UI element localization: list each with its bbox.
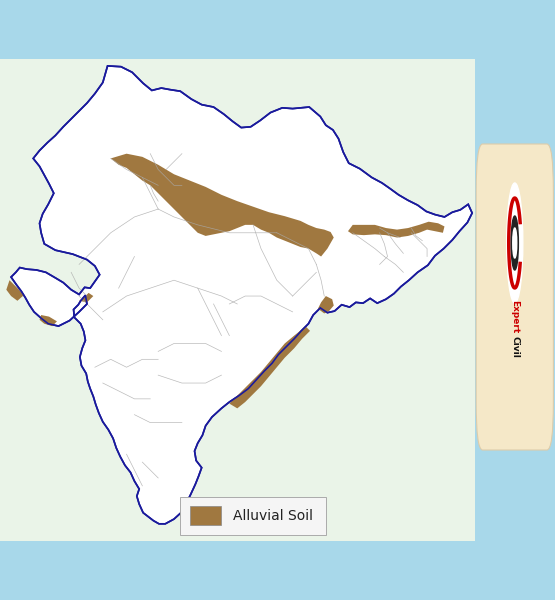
FancyBboxPatch shape xyxy=(476,144,553,450)
FancyBboxPatch shape xyxy=(180,497,326,535)
Polygon shape xyxy=(39,315,57,326)
Text: Expert: Expert xyxy=(510,300,519,333)
Polygon shape xyxy=(6,280,24,301)
Text: Civil: Civil xyxy=(510,336,519,358)
Polygon shape xyxy=(0,51,482,557)
Circle shape xyxy=(513,228,517,258)
Polygon shape xyxy=(348,222,445,238)
Polygon shape xyxy=(229,326,310,409)
Polygon shape xyxy=(79,293,93,302)
Polygon shape xyxy=(318,296,334,313)
Polygon shape xyxy=(111,154,334,257)
Bar xyxy=(190,506,221,526)
Polygon shape xyxy=(11,66,472,524)
Text: Alluvial Soil: Alluvial Soil xyxy=(233,509,312,523)
Circle shape xyxy=(507,183,523,303)
Circle shape xyxy=(511,216,518,270)
